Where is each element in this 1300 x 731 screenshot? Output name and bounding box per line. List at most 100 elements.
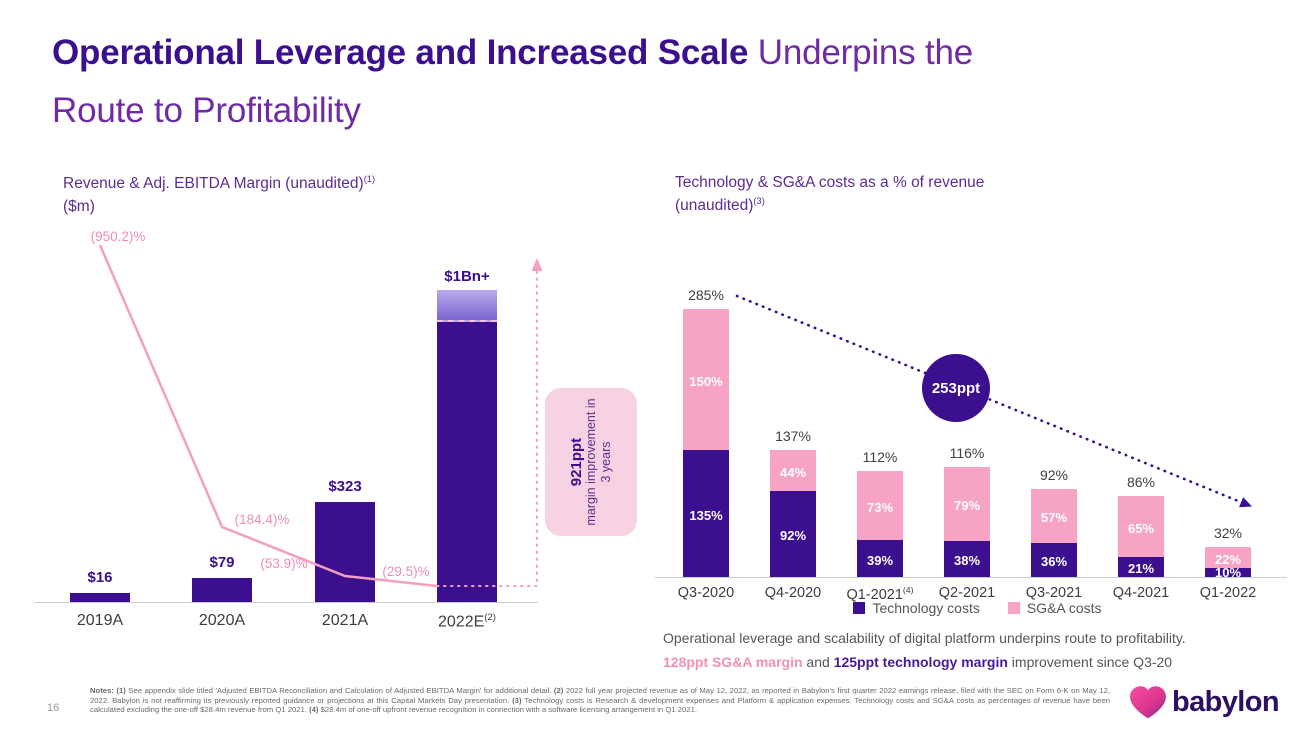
ebitda-margin-label: (29.5)%: [382, 564, 430, 579]
ebitda-margin-label: (950.2)%: [90, 229, 146, 244]
right-chart-title-line2-text: (unaudited): [675, 197, 754, 215]
left-chart-title-footnote-ref: (1): [363, 174, 376, 184]
sga-bar-segment: [1118, 496, 1164, 557]
left-chart-subtitle: ($m): [63, 198, 95, 215]
revenue-ebitda-chart: $16 2019A $79 2020A $323 2021A $1Bn+ 2022E(2) (9…: [30, 220, 570, 632]
right-chart-title: Technology & SG&A costs as a % of revenu…: [675, 174, 985, 191]
slide-title-regular: Underpins the: [748, 33, 974, 72]
sga-bar-segment: [770, 450, 816, 491]
improvement-badge: 253ppt: [922, 354, 990, 422]
left-x-axis-label: 2019A: [76, 612, 124, 629]
revenue-bar-value: $1Bn+: [444, 268, 490, 285]
right-chart-caption: Operational leverage and scalability of …: [663, 630, 1186, 646]
ebitda-margin-label: (184.4)%: [234, 512, 290, 527]
technology-value-label: 92%: [779, 528, 807, 543]
improvement-highlight: 128ppt SG&A margin and 125ppt technology…: [663, 654, 1172, 670]
left-chart-title: Revenue & Adj. EBITDA Margin (unaudited)…: [63, 174, 375, 193]
right-chart-baseline: [655, 577, 1287, 578]
revenue-bar-value: $323: [328, 478, 362, 495]
total-value-label: 116%: [949, 445, 985, 461]
page-number: 16: [47, 702, 60, 714]
technology-value-label: 38%: [953, 553, 981, 568]
highlight-connector: and: [802, 654, 834, 670]
total-value-label: 112%: [862, 449, 898, 465]
right-x-axis-label: Q4-2020: [764, 585, 822, 601]
revenue-bar-value: $79: [209, 554, 235, 571]
revenue-bar: [437, 322, 497, 602]
technology-bar-segment: [683, 450, 729, 577]
sga-value-label: 22%: [1214, 551, 1242, 567]
right-x-axis-label: Q1-2021(4): [846, 585, 914, 603]
sga-bar-segment: [683, 309, 729, 450]
revenue-bar-projection-cap: [437, 290, 497, 322]
technology-value-label: 36%: [1040, 554, 1068, 569]
technology-bar-segment: [1205, 568, 1251, 577]
left-x-axis-label: 2021A: [321, 612, 369, 629]
margin-improvement-callout: 921ppt margin improvement in 3 years: [545, 388, 637, 536]
right-x-axis-label: Q1-2022: [1199, 585, 1257, 601]
right-x-axis-label: Q2-2021: [938, 585, 996, 601]
sga-legend-swatch: [1007, 602, 1020, 614]
total-value-label: 92%: [1039, 467, 1069, 483]
technology-bar-segment: [857, 540, 903, 577]
callout-line-2: 3 years: [598, 441, 613, 483]
footnote-segment: (4): [309, 705, 321, 715]
footnote-segment: (3): [512, 695, 525, 705]
legend-item: Technology costs: [853, 600, 980, 616]
sga-bar-segment: [1205, 547, 1251, 568]
sga-value-label: 44%: [779, 464, 807, 480]
footnote-segment: $28.4m of one-off upfront revenue recogn…: [320, 705, 697, 715]
revenue-bar: [192, 578, 252, 602]
footnote-segment: 2022 full year projected revenue as of M…: [90, 686, 1111, 705]
technology-value-label: 135%: [689, 507, 723, 523]
callout-value: 921ppt: [567, 437, 585, 487]
margin-improvement-callout-text: 921ppt margin improvement in 3 years: [545, 388, 637, 536]
babylon-logo: babylon: [1130, 686, 1280, 719]
total-value-label: 285%: [688, 287, 724, 303]
heart-icon: [1130, 686, 1166, 719]
total-value-label: 32%: [1213, 525, 1243, 541]
slide-title: Operational Leverage and Increased Scale…: [52, 24, 973, 140]
sga-value-label: 65%: [1127, 520, 1155, 536]
highlight-tail: improvement since Q3-20: [1007, 654, 1173, 670]
technology-bar-segment: [944, 541, 990, 577]
footnote-segment: Technology costs is Research & developme…: [90, 695, 1110, 715]
right-chart-title-footnote-ref: (3): [753, 196, 765, 206]
sga-value-label: 57%: [1040, 510, 1068, 525]
left-x-axis-label: 2020A: [198, 612, 246, 629]
sga-value-label: 73%: [866, 499, 894, 515]
revenue-bar: [315, 502, 375, 602]
logo-text: babylon: [1172, 686, 1280, 718]
technology-value-label: 10%: [1214, 565, 1242, 580]
technology-bar-segment: [770, 491, 816, 577]
ebitda-margin-line: [98, 244, 543, 588]
technology-legend-swatch: [853, 602, 866, 614]
sga-bar-segment: [1031, 489, 1077, 543]
technology-value-label: 21%: [1127, 561, 1155, 576]
total-value-label: 86%: [1126, 474, 1156, 490]
technology-value-label: 39%: [866, 552, 894, 568]
technology-bar-segment: [1031, 543, 1077, 577]
technology-margin-highlight: 125ppt technology margin: [833, 654, 1008, 670]
revenue-bar-value: $16: [87, 569, 113, 586]
footnotes: Notes: (1) See appendix slide titled 'Ad…: [90, 686, 1110, 715]
ebitda-margin-label: (53.9)%: [260, 556, 308, 571]
total-value-label: 137%: [775, 428, 811, 444]
cost-trend-dotted-line: [735, 294, 1252, 508]
footnote-segment: (2): [553, 686, 566, 695]
sga-bar-segment: [944, 467, 990, 541]
sga-value-label: 150%: [689, 373, 723, 389]
sga-margin-highlight: 128ppt SG&A margin: [663, 654, 803, 670]
legend-label: SG&A costs: [1026, 600, 1102, 616]
left-chart-baseline: [35, 602, 538, 603]
slide-title-line2: Route to Profitability: [52, 91, 361, 130]
legend: Technology costs SG&A costs: [655, 600, 1300, 616]
legend-item: SG&A costs: [1007, 600, 1102, 616]
technology-bar-segment: [1118, 557, 1164, 577]
sga-value-label: 79%: [953, 498, 981, 513]
footnote-segment: See appendix slide titled 'Adjusted EBIT…: [128, 686, 554, 695]
left-x-axis-label: 2022E(2): [438, 612, 496, 631]
sga-bar-segment: [857, 471, 903, 540]
left-chart-title-text: Revenue & Adj. EBITDA Margin (unaudited): [63, 175, 364, 193]
callout-line-1: margin improvement in: [583, 398, 598, 526]
